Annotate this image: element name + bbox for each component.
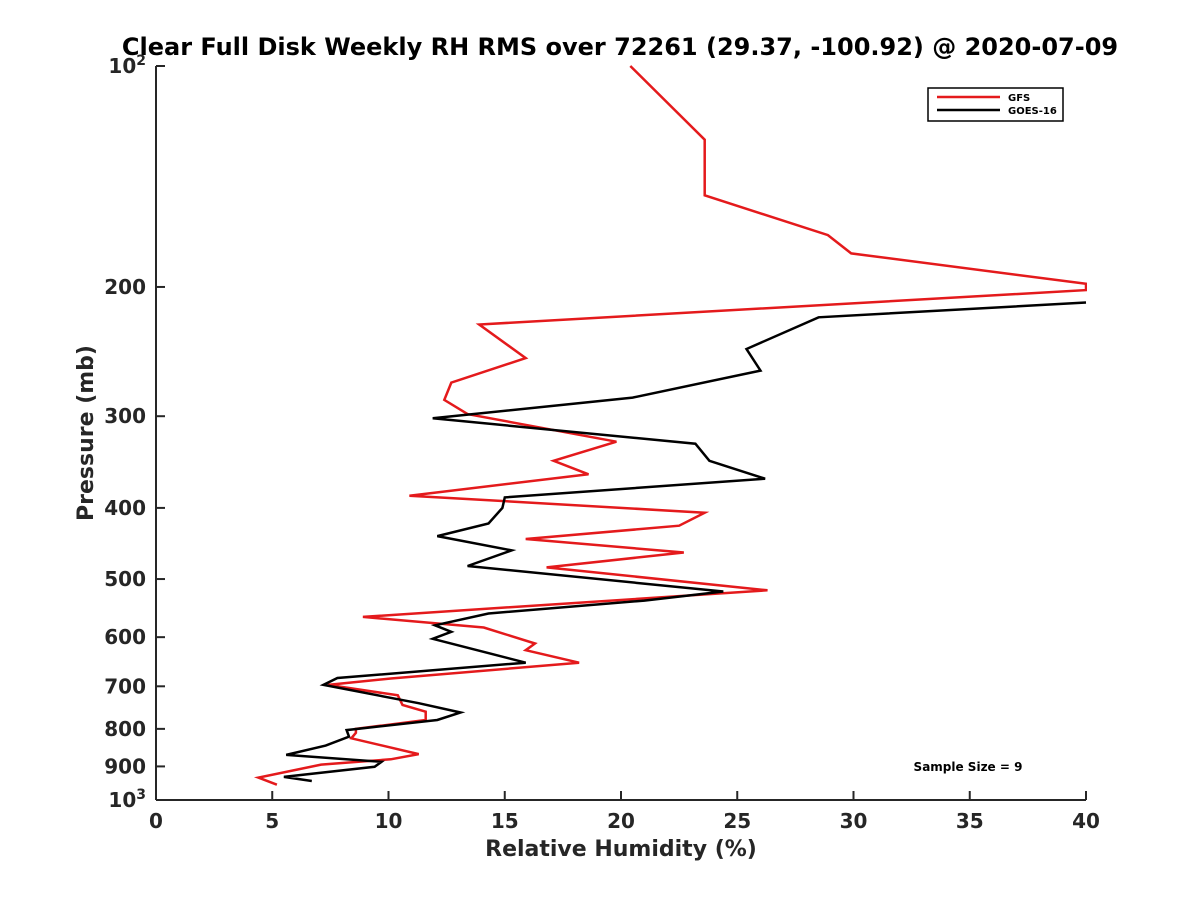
y-axis-label: Pressure (mb) bbox=[74, 345, 99, 521]
legend-label-gfs: GFS bbox=[1008, 93, 1030, 104]
series-line-goes-16 bbox=[283, 301, 1087, 783]
y-tick-label: 600 bbox=[104, 625, 146, 649]
series-line-gfs bbox=[253, 65, 1087, 786]
plot-area bbox=[155, 65, 1087, 801]
y-tick-label: 300 bbox=[104, 404, 146, 428]
x-axis-label: Relative Humidity (%) bbox=[485, 837, 757, 862]
x-tick-label: 0 bbox=[149, 809, 163, 833]
legend-box bbox=[927, 87, 1064, 122]
x-tick-label: 35 bbox=[956, 809, 984, 833]
y-tick-label: 102 bbox=[108, 53, 146, 78]
legend: GFS GOES-16 bbox=[927, 87, 1064, 122]
x-tick-label: 25 bbox=[723, 809, 751, 833]
y-tick-label: 800 bbox=[104, 717, 146, 741]
chart-title: Clear Full Disk Weekly RH RMS over 72261… bbox=[122, 33, 1118, 61]
y-tick-label: 103 bbox=[108, 787, 146, 812]
y-tick-label: 200 bbox=[104, 275, 146, 299]
x-tick-label: 40 bbox=[1072, 809, 1100, 833]
y-tick-label: 900 bbox=[104, 754, 146, 778]
x-axis: 0 5 10 15 20 25 30 35 40 bbox=[149, 791, 1100, 833]
y-axis: 102 200 300 400 500 600 700 800 900 103 bbox=[104, 53, 165, 812]
legend-label-goes-16: GOES-16 bbox=[1008, 106, 1057, 117]
y-tick-label: 400 bbox=[104, 496, 146, 520]
x-tick-label: 5 bbox=[265, 809, 279, 833]
y-tick-label: 700 bbox=[104, 674, 146, 698]
x-tick-label: 30 bbox=[840, 809, 868, 833]
x-tick-label: 20 bbox=[607, 809, 635, 833]
sample-size-annotation: Sample Size = 9 bbox=[914, 760, 1023, 774]
x-tick-label: 15 bbox=[491, 809, 519, 833]
x-tick-label: 10 bbox=[375, 809, 403, 833]
y-tick-label: 500 bbox=[104, 567, 146, 591]
